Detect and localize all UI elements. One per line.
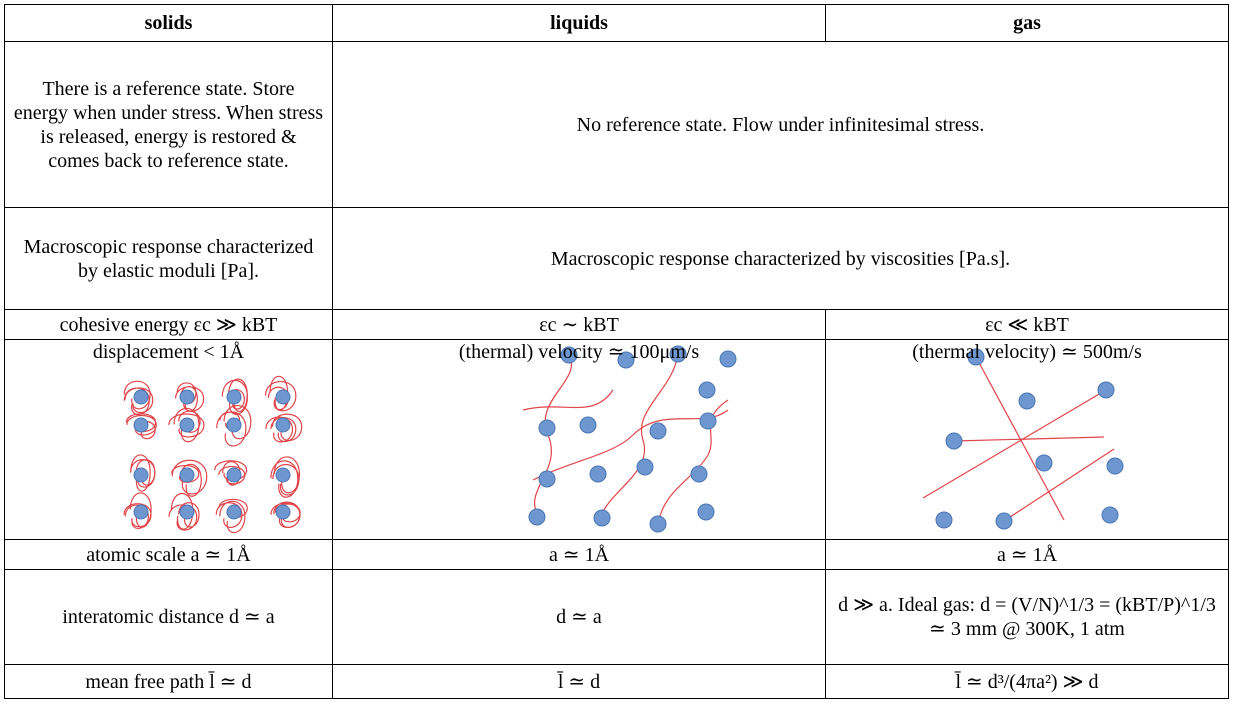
cell: atomic scale a ≃ 1Å: [4, 539, 333, 570]
particle: [133, 389, 149, 405]
cell: Macroscopic response characterized by vi…: [332, 207, 1229, 310]
particle: [133, 467, 149, 483]
particle: [669, 345, 687, 363]
cell: mean free path l̄ ≃ d: [4, 664, 333, 699]
particle: [699, 412, 717, 430]
cell: l̄ ≃ d³/(4πa²) ≫ d: [825, 664, 1229, 699]
cell: interatomic distance d ≃ a: [4, 569, 333, 665]
cell: a ≃ 1Å: [332, 539, 826, 570]
cell: cohesive energy εc ≫ kBT: [4, 309, 333, 340]
cell: No reference state. Flow under infinites…: [332, 41, 1229, 208]
particle: [179, 467, 195, 483]
cell-text: (thermal velocity) ≃ 500m/s: [912, 341, 1142, 363]
vibration: [123, 492, 152, 529]
particle: [133, 417, 149, 433]
particle: [945, 432, 963, 450]
particle: [1101, 506, 1119, 524]
cell: εc ≪ kBT: [825, 309, 1229, 340]
header-cell: solids: [4, 4, 333, 42]
cell: d ≫ a. Ideal gas: d = (V/N)^1/3 = (kBT/P…: [825, 569, 1229, 665]
cell: εc ∼ kBT: [332, 309, 826, 340]
particle: [226, 504, 242, 520]
row: displacement < 1Å (thermal) velocity ≃ 1…: [4, 339, 1229, 540]
trajectory: [1003, 448, 1115, 522]
particle: [698, 381, 716, 399]
vibration: [171, 459, 208, 497]
row: mean free path l̄ ≃ d l̄ ≃ d l̄ ≃ d³/(4π…: [4, 664, 1229, 699]
particle: [649, 422, 667, 440]
trajectory: [953, 436, 1105, 442]
particle: [1018, 392, 1036, 410]
states-table: solids liquids gas There is a reference …: [4, 4, 1229, 699]
row: interatomic distance d ≃ a d ≃ a d ≫ a. …: [4, 569, 1229, 665]
vibration: [123, 380, 154, 416]
cell: (thermal) velocity ≃ 100μm/s: [332, 339, 826, 540]
particle: [528, 508, 546, 526]
particle: [690, 465, 708, 483]
trajectory: [975, 356, 1065, 521]
particle: [1106, 457, 1124, 475]
particle: [995, 512, 1013, 530]
cell: There is a reference state. Store energy…: [4, 41, 333, 208]
vibration: [129, 454, 156, 492]
header-cell: liquids: [332, 4, 826, 42]
particle: [275, 389, 291, 405]
particle: [636, 458, 654, 476]
particle: [579, 416, 597, 434]
trajectory: [602, 353, 679, 513]
cell: a ≃ 1Å: [825, 539, 1229, 570]
particle: [538, 419, 556, 437]
cell: (thermal velocity) ≃ 500m/s: [825, 339, 1229, 540]
particle: [226, 389, 242, 405]
particle: [179, 389, 195, 405]
cell: displacement < 1Å: [4, 339, 333, 540]
row: atomic scale a ≃ 1Å a ≃ 1Å a ≃ 1Å: [4, 539, 1229, 570]
particle: [967, 348, 985, 366]
vibration: [270, 456, 301, 498]
header-cell: gas: [825, 4, 1229, 42]
vibration: [265, 413, 303, 443]
gas-illustration: [922, 348, 1124, 530]
particle: [1035, 454, 1053, 472]
particle: [275, 467, 291, 483]
particle: [133, 504, 149, 520]
header-row: solids liquids gas: [4, 4, 1229, 42]
particle: [560, 346, 578, 364]
cell: d ≃ a: [332, 569, 826, 665]
particle: [275, 504, 291, 520]
particle: [179, 417, 195, 433]
trajectory: [522, 389, 614, 411]
particle: [226, 417, 242, 433]
particle: [275, 417, 291, 433]
cell-text: (thermal) velocity ≃ 100μm/s: [458, 341, 700, 363]
row: cohesive energy εc ≫ kBT εc ∼ kBT εc ≪ k…: [4, 309, 1229, 340]
particle: [617, 351, 635, 369]
trajectory: [922, 389, 1107, 499]
particle: [1097, 381, 1115, 399]
solid-illustration: [123, 375, 303, 534]
trajectory: [534, 354, 572, 516]
particle: [935, 511, 953, 529]
cell: Macroscopic response characterized by el…: [4, 207, 333, 310]
particle: [538, 470, 556, 488]
cell: l̄ ≃ d: [332, 664, 826, 699]
particle: [589, 465, 607, 483]
particle: [697, 503, 715, 521]
row: There is a reference state. Store energy…: [4, 41, 1229, 208]
particle: [226, 467, 242, 483]
particle: [179, 504, 195, 520]
particle: [649, 515, 667, 533]
row: Macroscopic response characterized by el…: [4, 207, 1229, 310]
particle: [719, 350, 737, 368]
cell-text: displacement < 1Å: [92, 341, 245, 363]
particle: [593, 509, 611, 527]
liquid-illustration: [522, 345, 737, 533]
